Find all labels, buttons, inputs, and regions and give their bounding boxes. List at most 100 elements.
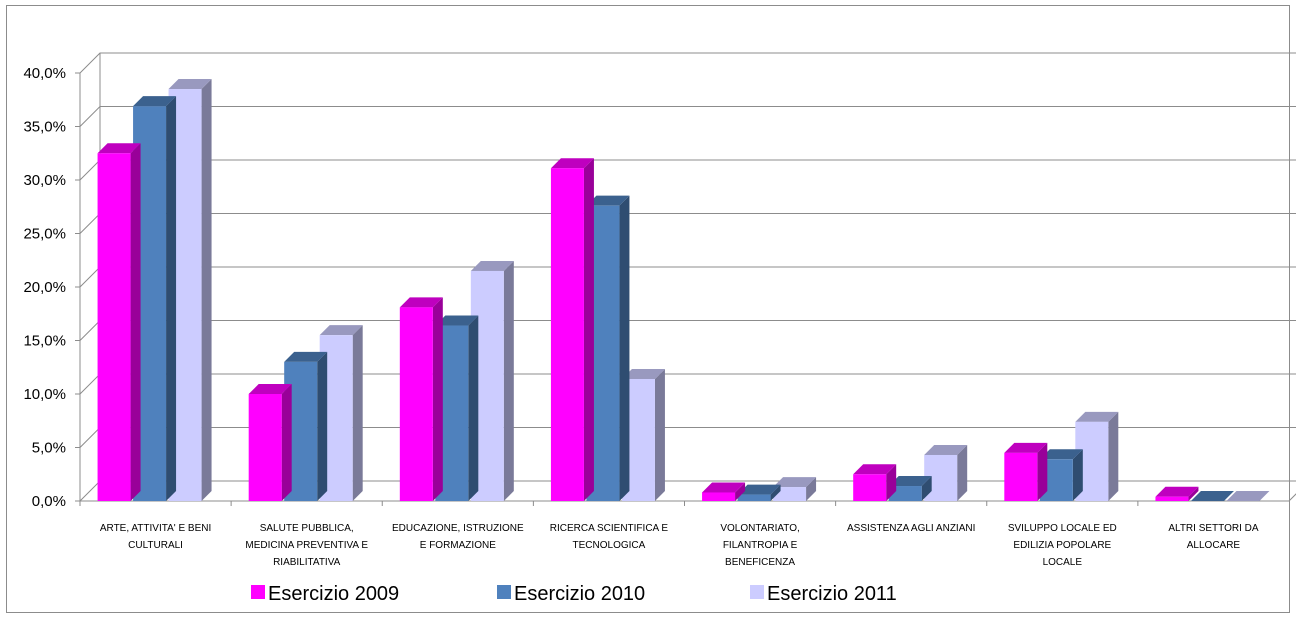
y-tick-label: 5,0% <box>32 440 66 457</box>
x-category-label: TECNOLOGICA <box>573 540 646 551</box>
bar-top <box>1004 442 1048 453</box>
y-tick-label: 15,0% <box>23 333 66 350</box>
bar-top <box>773 477 817 488</box>
gridline <box>79 159 1296 181</box>
floor-right-edge <box>1288 493 1296 502</box>
bar-top <box>168 79 212 90</box>
x-category-label: FILANTROPIA E <box>723 540 798 551</box>
bar-side <box>619 195 630 501</box>
bar-side <box>806 477 817 501</box>
bar-front <box>1004 452 1038 501</box>
bar-top <box>399 297 443 308</box>
gridline <box>79 52 1296 74</box>
bar-top <box>248 384 292 394</box>
bar-front <box>97 153 131 501</box>
bar-side <box>735 482 746 501</box>
x-category-label: MEDICINA PREVENTIVA E <box>245 540 368 551</box>
bar-side <box>654 369 665 501</box>
bar <box>97 143 141 501</box>
bar <box>550 158 594 502</box>
bars <box>97 79 1270 502</box>
bar <box>853 464 897 501</box>
y-tick-label: 30,0% <box>23 172 66 189</box>
x-category-label: RICERCA SCIENTIFICA E <box>550 523 669 534</box>
bar-side <box>1072 449 1083 501</box>
legend-swatch <box>251 585 265 599</box>
bar-side <box>583 158 594 502</box>
bar-front <box>888 486 922 501</box>
bar <box>1155 486 1199 501</box>
bar-top <box>470 260 514 271</box>
bar-side <box>166 96 177 502</box>
gridline <box>79 266 1296 288</box>
x-category-label: VOLONTARIATO, <box>720 523 799 534</box>
bar-side <box>352 325 363 501</box>
x-category-label: ARTE, ATTIVITA' E BENI <box>100 523 211 534</box>
bar <box>248 384 292 501</box>
x-category-label: SALUTE PUBBLICA, <box>260 523 354 534</box>
gridline <box>79 320 1296 341</box>
bar <box>773 477 817 501</box>
x-axis-category-labels: ARTE, ATTIVITA' E BENI CULTURALI SALUTE PU… <box>100 523 1259 568</box>
x-category-label: BENEFICENZA <box>725 557 795 568</box>
legend-label: Esercizio 2009 <box>268 583 399 605</box>
legend-swatch <box>750 585 764 599</box>
bar <box>399 297 443 501</box>
bar-top <box>924 444 968 455</box>
bar-side <box>957 444 968 501</box>
bar-side <box>886 464 897 501</box>
bar <box>1226 491 1270 501</box>
bar-top <box>1039 449 1083 460</box>
bar-front <box>399 307 433 501</box>
bar <box>924 444 968 501</box>
bar-side <box>281 384 292 501</box>
gridline <box>79 106 1296 127</box>
bar-front <box>773 487 807 501</box>
legend-swatch <box>497 585 511 599</box>
bar-top <box>550 158 594 169</box>
bar-top <box>1075 411 1119 422</box>
bar-top <box>319 325 363 336</box>
bar-top <box>97 143 141 154</box>
y-tick-label: 40,0% <box>23 65 66 82</box>
bar-front <box>853 474 887 501</box>
bar-top <box>133 96 177 107</box>
bar <box>1190 491 1234 501</box>
bar <box>470 260 514 501</box>
bar-side <box>317 351 328 501</box>
bar-side <box>921 476 932 501</box>
bar-top <box>888 476 932 487</box>
y-axis-tick-labels: 0,0% 5,0% 10,0% 15,0% 20,0% 25,0% 30,0% 35,0% 40… <box>23 65 66 510</box>
bar-side <box>770 484 781 501</box>
x-category-label: CULTURALI <box>128 540 183 551</box>
y-tick-label: 20,0% <box>23 279 66 296</box>
bar-top <box>586 195 630 206</box>
x-category-label: SVILUPPO LOCALE ED <box>1008 523 1117 534</box>
bar-front <box>550 168 584 502</box>
bar-side <box>1037 442 1048 501</box>
bar-front <box>248 394 282 501</box>
bar-top <box>621 369 665 380</box>
bar <box>888 476 932 501</box>
bar-side <box>201 79 212 502</box>
legend-label: Esercizio 2010 <box>514 583 645 605</box>
gridline <box>79 213 1296 234</box>
x-category-label: RIABILITATIVA <box>273 557 341 568</box>
x-category-label: EDUCAZIONE, ISTRUZIONE <box>392 523 524 534</box>
bar-front <box>737 494 771 501</box>
bar <box>702 482 746 501</box>
bar-top <box>1190 491 1234 501</box>
bar-side <box>468 315 479 501</box>
bar-top <box>853 464 897 475</box>
x-category-label: ALLOCARE <box>1187 540 1241 551</box>
y-tick-label: 25,0% <box>23 226 66 243</box>
bar-side <box>503 260 514 501</box>
y-tick-label: 0,0% <box>32 493 66 510</box>
x-category-label: ALTRI SETTORI DA <box>1168 523 1259 534</box>
bar <box>737 484 781 501</box>
bar-top <box>1155 486 1199 497</box>
bar <box>1004 442 1048 501</box>
bar-top <box>284 351 328 362</box>
x-category-label: LOCALE <box>1043 557 1083 568</box>
